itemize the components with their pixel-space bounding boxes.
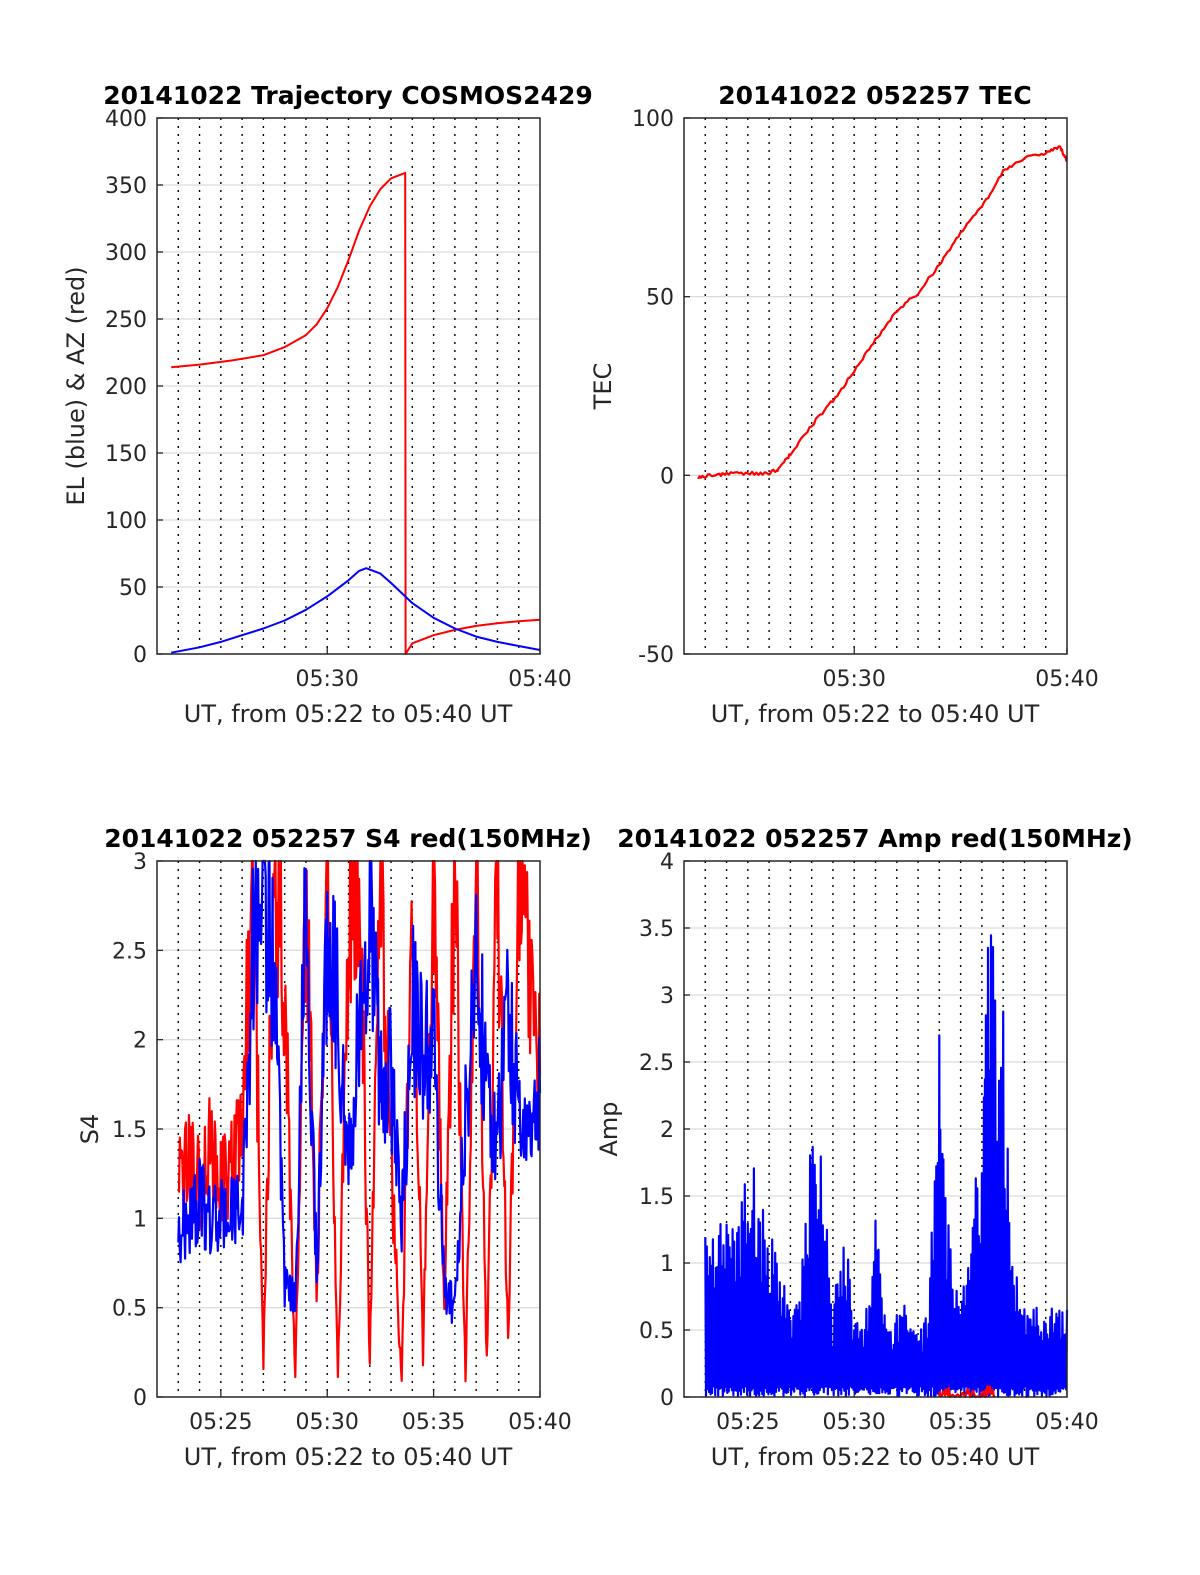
x-axis-label: UT, from 05:22 to 05:40 UT (184, 700, 513, 728)
x-tick-label: 05:25 (716, 1410, 779, 1435)
x-tick-label: 05:30 (296, 1410, 359, 1435)
x-tick-label: 05:30 (296, 667, 359, 692)
tick-labels: 0 0.5 1 1.5 2 2.5 3 05:25 05:30 05:35 05:40 (112, 850, 572, 1435)
x-tick-label: 05:30 (823, 1410, 886, 1435)
series-line (704, 934, 1069, 1399)
y-tick-label: 3 (660, 984, 674, 1009)
grid-lines (684, 861, 1067, 1397)
x-tick-label: 05:40 (508, 1410, 571, 1435)
x-tick-label: 05:25 (189, 1410, 252, 1435)
chart-title: 20141022 052257 S4 red(150MHz) (104, 824, 592, 853)
series-line (177, 859, 542, 1324)
tick-labels: 0 50 100 150 200 250 300 350 400 05:30 05:40 (105, 107, 572, 692)
y-tick-label: 2.5 (639, 1051, 674, 1076)
x-tick-label: 05:30 (823, 667, 886, 692)
series-lines (171, 171, 541, 655)
y-tick-label: 0.5 (112, 1297, 147, 1322)
series-lines (697, 145, 1068, 480)
x-tick-label: 05:35 (929, 1410, 992, 1435)
axes-box (683, 117, 1068, 655)
panel-s4: 0 0.5 1 1.5 2 2.5 3 05:25 05:30 05:35 05:40 201410… (76, 824, 592, 1471)
x-tick-label: 05:35 (402, 1410, 465, 1435)
y-tick-label: 250 (105, 308, 147, 333)
series-lines (704, 934, 1069, 1399)
series-line (938, 1385, 996, 1399)
y-tick-label: 0 (660, 464, 674, 489)
y-tick-label: 0.5 (639, 1319, 674, 1344)
y-tick-label: 1.5 (639, 1185, 674, 1210)
panel-trajectory: 0 50 100 150 200 250 300 350 400 05:30 05:40 20141… (62, 81, 593, 728)
chart-title: 20141022 Trajectory COSMOS2429 (103, 81, 593, 110)
x-axis-label: UT, from 05:22 to 05:40 UT (184, 1443, 513, 1471)
y-tick-label: 1 (660, 1252, 674, 1277)
y-tick-label: 2.5 (112, 939, 147, 964)
y-axis-label: S4 (76, 1114, 104, 1145)
series-line (171, 171, 541, 655)
x-tick-label: 05:40 (508, 667, 571, 692)
y-tick-label: 400 (105, 107, 147, 132)
y-tick-label: 200 (105, 375, 147, 400)
x-tick-label: 05:40 (1035, 1410, 1098, 1435)
y-tick-label: 2 (660, 1118, 674, 1143)
chart-title: 20141022 052257 TEC (718, 81, 1031, 110)
y-tick-label: 50 (646, 286, 674, 311)
tick-labels: -50 0 50 100 05:30 05:40 (632, 107, 1099, 692)
y-tick-label: 0 (133, 643, 147, 668)
y-tick-label: 100 (632, 107, 674, 132)
y-tick-label: -50 (638, 643, 674, 668)
y-tick-label: 50 (119, 576, 147, 601)
y-tick-label: 2 (133, 1029, 147, 1054)
y-tick-label: 300 (105, 241, 147, 266)
y-tick-label: 100 (105, 509, 147, 534)
x-axis-label: UT, from 05:22 to 05:40 UT (711, 700, 1040, 728)
series-lines (177, 859, 542, 1383)
y-tick-label: 3 (133, 850, 147, 875)
tick-labels: 0 0.5 1 1.5 2 2.5 3 3.5 4 05:25 05:30 05:35 05:40 (639, 850, 1099, 1435)
y-tick-label: 0 (133, 1386, 147, 1411)
x-tick-label: 05:40 (1035, 667, 1098, 692)
x-axis-label: UT, from 05:22 to 05:40 UT (711, 1443, 1040, 1471)
y-axis-label: TEC (589, 363, 617, 411)
y-tick-label: 350 (105, 174, 147, 199)
y-tick-label: 150 (105, 442, 147, 467)
panel-amp: 0 0.5 1 1.5 2 2.5 3 3.5 4 05:25 05:30 05:35 05:40 20… (595, 824, 1133, 1471)
y-tick-label: 1 (133, 1207, 147, 1232)
chart-title: 20141022 052257 Amp red(150MHz) (617, 824, 1133, 853)
y-tick-label: 0 (660, 1386, 674, 1411)
y-tick-label: 4 (660, 850, 674, 875)
y-tick-label: 3.5 (639, 917, 674, 942)
y-tick-label: 1.5 (112, 1118, 147, 1143)
series-line (171, 567, 541, 654)
series-line (697, 145, 1068, 480)
y-axis-label: EL (blue) & AZ (red) (62, 266, 90, 505)
y-axis-label: Amp (595, 1101, 623, 1156)
